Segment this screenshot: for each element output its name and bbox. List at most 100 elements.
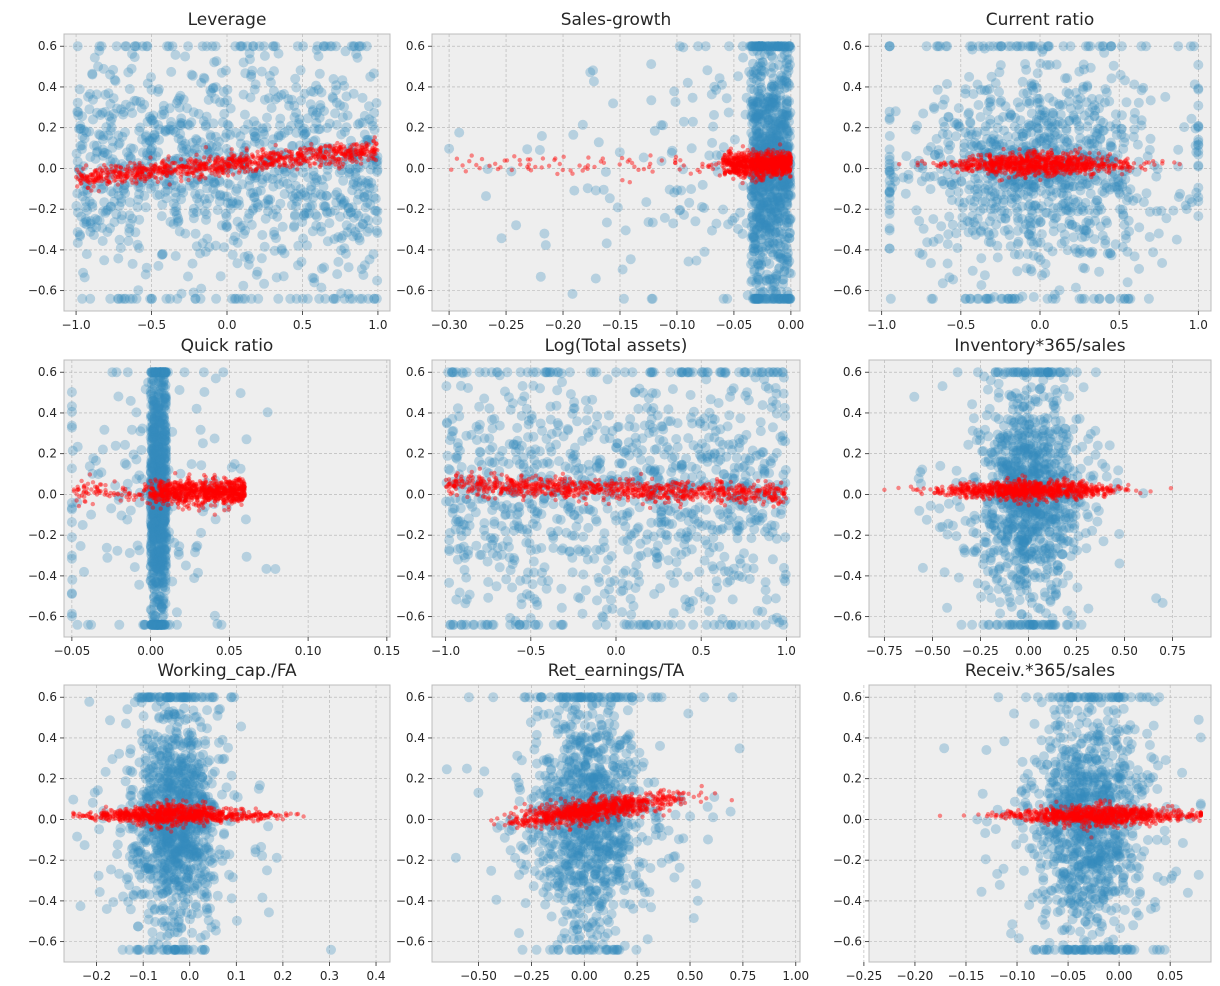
model-point xyxy=(220,158,225,163)
population-point xyxy=(200,120,211,130)
population-point xyxy=(246,71,257,82)
population-point xyxy=(362,226,373,237)
population-point xyxy=(259,129,270,140)
population-point xyxy=(125,218,136,229)
population-point xyxy=(91,147,102,158)
model-point xyxy=(92,168,98,174)
model-point xyxy=(164,173,170,178)
model-point xyxy=(146,172,151,177)
population-point xyxy=(134,214,145,225)
y-tick-label: 0.6 xyxy=(406,39,425,53)
model-point xyxy=(98,174,104,180)
population-point xyxy=(276,245,287,256)
population-point xyxy=(778,184,788,195)
population-point xyxy=(105,293,116,304)
population-point xyxy=(160,186,171,197)
population-point xyxy=(107,154,118,165)
population-point xyxy=(751,198,762,209)
model-point xyxy=(91,178,96,183)
population-point xyxy=(77,293,88,304)
population-point xyxy=(114,234,125,245)
model-point xyxy=(331,155,336,160)
population-point xyxy=(196,137,207,148)
model-point xyxy=(354,159,359,165)
population-point xyxy=(250,79,261,90)
population-point xyxy=(354,235,365,246)
model-point xyxy=(89,172,94,177)
model-point xyxy=(299,155,304,161)
model-point xyxy=(277,155,282,160)
population-point xyxy=(358,139,369,150)
population-point xyxy=(357,293,368,304)
model-point xyxy=(101,170,106,176)
population-point xyxy=(213,146,224,157)
population-point xyxy=(275,120,285,131)
model-point xyxy=(327,156,333,162)
population-point xyxy=(298,130,309,140)
model-point xyxy=(349,152,355,158)
model-point xyxy=(512,154,517,159)
model-point xyxy=(110,174,115,180)
model-point xyxy=(778,168,783,174)
population-point xyxy=(780,188,790,199)
population-point xyxy=(200,121,211,132)
model-point xyxy=(335,140,340,146)
model-point xyxy=(118,165,124,170)
population-point xyxy=(242,41,253,52)
model-point xyxy=(250,154,256,159)
model-point xyxy=(348,152,353,157)
model-point xyxy=(360,151,365,156)
population-point xyxy=(187,70,198,81)
population-point xyxy=(269,158,279,169)
population-point xyxy=(254,138,265,149)
population-point xyxy=(356,41,367,52)
model-point xyxy=(178,175,183,180)
population-point xyxy=(969,217,979,228)
model-point xyxy=(264,154,270,159)
population-point xyxy=(243,213,254,224)
population-point xyxy=(91,89,102,100)
model-point xyxy=(78,173,84,178)
model-point xyxy=(230,157,235,163)
model-point xyxy=(248,166,253,172)
model-point xyxy=(180,169,186,174)
population-point xyxy=(312,41,323,52)
population-point xyxy=(778,179,789,190)
model-point xyxy=(560,167,565,173)
model-point xyxy=(220,163,225,169)
population-point xyxy=(647,217,658,228)
population-point xyxy=(105,98,116,109)
y-tick-label: 0.2 xyxy=(38,121,57,135)
model-point xyxy=(304,150,310,156)
population-point xyxy=(157,249,168,259)
population-point xyxy=(120,41,131,52)
model-point xyxy=(241,166,247,171)
population-point xyxy=(72,207,83,218)
population-point xyxy=(1099,97,1110,108)
model-point xyxy=(238,155,243,160)
population-point xyxy=(210,179,221,189)
model-point xyxy=(137,160,142,166)
model-point xyxy=(218,164,223,169)
model-point xyxy=(201,164,207,169)
population-point xyxy=(315,100,326,110)
model-point xyxy=(193,161,198,166)
model-point xyxy=(148,171,153,176)
population-point xyxy=(153,147,164,158)
population-point xyxy=(1168,205,1179,216)
population-point xyxy=(210,93,220,104)
population-point xyxy=(129,52,140,63)
population-point xyxy=(105,161,116,172)
population-point xyxy=(291,293,302,304)
population-point xyxy=(324,218,335,229)
model-point xyxy=(285,154,290,159)
population-point xyxy=(209,151,220,162)
model-point xyxy=(113,171,119,176)
population-point xyxy=(160,124,171,135)
population-point xyxy=(126,63,137,74)
model-point xyxy=(233,162,238,167)
model-point xyxy=(124,171,129,177)
population-point xyxy=(299,88,310,99)
model-point xyxy=(266,162,272,167)
